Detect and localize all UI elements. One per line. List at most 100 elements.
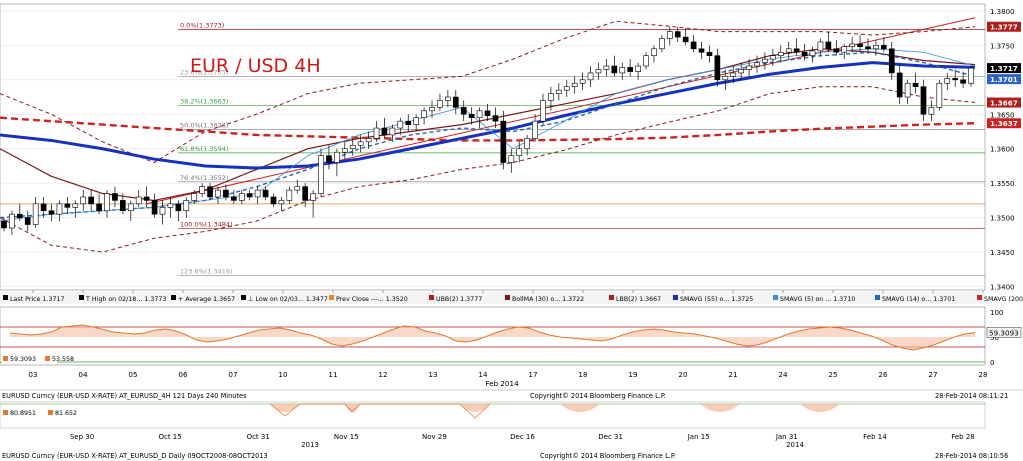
timeline-fill — [700, 404, 740, 412]
candle-body — [706, 51, 713, 56]
candle-body — [865, 46, 871, 50]
candle-body — [326, 155, 332, 163]
candle-body — [349, 144, 356, 150]
candle-body — [587, 72, 594, 81]
legend-swatch — [977, 295, 982, 300]
x-tick-label: 27 — [928, 370, 937, 379]
candle-body — [635, 65, 641, 72]
candle-body — [508, 155, 515, 163]
candle-body — [310, 193, 316, 201]
oscillator-fill — [10, 325, 975, 350]
candle-body — [476, 110, 483, 119]
candle-body — [833, 48, 840, 53]
x-tick-label: 13 — [428, 370, 437, 379]
timeline-x-tick: Jan 15 — [687, 433, 710, 441]
x-tick-label: 12 — [378, 370, 387, 379]
legend-swatch — [3, 295, 8, 300]
timeline-date: 28-Feb-2014 08:11:21 — [935, 392, 1008, 400]
footer-copyright: Copyright© 2014 Bloomberg Finance L.P. — [540, 452, 676, 460]
candle-body — [666, 31, 673, 39]
candle-body — [56, 203, 63, 215]
x-tick-label: 06 — [178, 370, 188, 379]
candle-body — [64, 203, 71, 208]
candle-body — [357, 141, 364, 146]
candle-body — [920, 86, 927, 115]
candle-body — [437, 100, 443, 108]
x-tick-label: 25 — [828, 370, 837, 379]
candle-body — [223, 189, 229, 198]
legend-swatch — [609, 295, 614, 300]
candle-body — [302, 186, 309, 201]
x-tick-label: 19 — [628, 370, 638, 379]
timeline-panel: EURUSD Curncy (EUR-USD X-RATE) AT_EURUSD… — [0, 389, 1023, 460]
candle-body — [881, 45, 887, 50]
candle-body — [429, 107, 435, 112]
x-tick-label: 24 — [778, 370, 788, 379]
candle-body — [183, 200, 190, 212]
candle-body — [849, 43, 855, 48]
timeline-swatch — [48, 410, 53, 415]
candle-body — [389, 127, 396, 136]
x-tick-label: 21 — [728, 370, 737, 379]
legend-entry: ⊥ Low on 02/03... 1.3477 — [248, 296, 328, 303]
timeline-line — [269, 403, 491, 419]
candle-body — [294, 186, 301, 191]
candle-body — [199, 186, 205, 194]
timeline-year-label: 2014 — [786, 441, 804, 449]
candle-body — [548, 93, 554, 101]
legend-entry: SMAVG (200) ... 1.3637 — [984, 296, 1023, 303]
upper-bollinger-band — [0, 20, 976, 164]
candle-body — [88, 196, 94, 205]
sma-200-line — [0, 116, 976, 142]
timeline-value-label: 80.8951 — [10, 410, 36, 417]
oscillator-panel: 100 50 0 59.3093 59.3093 53.558 — [0, 306, 1022, 367]
legend-swatch — [79, 295, 84, 300]
candle-body — [460, 107, 467, 115]
timeline-x-tick: Dec 31 — [598, 433, 623, 441]
legend-swatch — [875, 295, 880, 300]
timeline-x-tick: Nov 29 — [422, 433, 447, 441]
legend-entry: BollMA (30) o... 1.3722 — [512, 296, 584, 303]
candle-body — [571, 82, 578, 87]
legend-entry: Prev Close ---... 1.3520 — [336, 296, 408, 303]
timeline-x-tick: Jan 31 — [775, 433, 798, 441]
timeline-x-tick: Oct 15 — [158, 433, 181, 441]
candle-body — [72, 203, 79, 208]
fib-level-label: 50.0%(1.3628) — [180, 121, 228, 129]
lower-bollinger-band — [0, 86, 976, 253]
oscillator-y-tick: 0 — [990, 359, 994, 367]
legend-swatch — [171, 295, 176, 300]
legend-swatch — [773, 295, 778, 300]
candle-body — [595, 69, 602, 74]
candle-body — [286, 189, 293, 201]
oscillator-y-tick: 50 — [990, 334, 999, 342]
y-tick-label: 1.3500 — [990, 215, 1015, 223]
candle-body — [754, 62, 760, 67]
timeline-fill — [800, 404, 840, 412]
candle-body — [952, 78, 959, 81]
x-tick-label: 05 — [128, 370, 137, 379]
oscillator-swatch — [3, 356, 8, 361]
candle-body — [524, 138, 530, 150]
candle-body — [373, 127, 380, 139]
legend-entry: SMAVG (55) o... 1.3725 — [680, 296, 753, 303]
candle-body — [801, 51, 808, 56]
candle-body — [231, 196, 237, 201]
timeline-fill — [345, 404, 360, 412]
candle-body — [215, 189, 221, 198]
candle-body — [627, 67, 634, 72]
candle-body — [651, 48, 657, 56]
candle-body — [674, 31, 681, 38]
x-tick-label: 04 — [78, 370, 88, 379]
candle-body — [540, 100, 546, 122]
chart-title: EUR / USD 4H — [190, 55, 321, 77]
candle-body — [135, 196, 142, 205]
candle-body — [904, 82, 911, 98]
legend-swatch — [329, 295, 334, 300]
x-tick-label: 03 — [28, 370, 37, 379]
candle-body — [730, 72, 737, 77]
candle-body — [484, 110, 491, 116]
timeline-x-tick: Feb 14 — [863, 433, 887, 441]
candle-body — [238, 193, 245, 201]
candle-body — [452, 96, 459, 108]
